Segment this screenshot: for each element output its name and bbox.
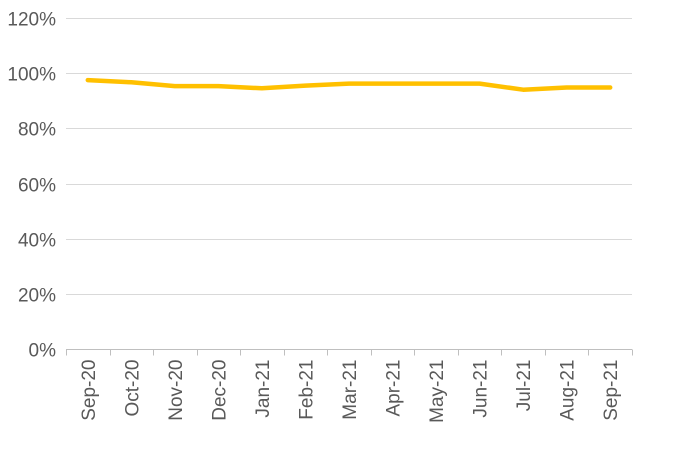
x-tick-label: Jul-21 <box>514 360 535 412</box>
x-tick-label: Dec-20 <box>209 360 230 421</box>
y-tick-label: 20% <box>18 286 56 307</box>
y-tick-label: 80% <box>18 120 56 141</box>
x-tick-label: Sep-21 <box>601 360 622 421</box>
y-tick-label: 120% <box>7 10 56 31</box>
y-tick-label: 60% <box>18 176 56 197</box>
x-tick-label: May-21 <box>427 360 448 423</box>
x-tick-label: Aug-21 <box>558 360 579 421</box>
x-tick-label: Apr-21 <box>384 360 405 417</box>
series-layer <box>85 77 613 92</box>
x-axis-tick-labels: Sep-20 Oct-20 Nov-20 Dec-20 Jan-21 Feb-21 Mar-… <box>79 360 622 423</box>
y-tick-label: 0% <box>29 341 57 362</box>
y-tick-label: 100% <box>7 65 56 86</box>
gridlines <box>66 18 632 295</box>
y-axis-tick-labels: 0% 20% 40% 60% 80% 100% 120% <box>7 10 56 362</box>
series-line <box>85 77 613 92</box>
x-tick-label: Jan-21 <box>253 360 274 418</box>
x-tick-label: Nov-20 <box>166 360 187 421</box>
x-axis <box>66 349 633 356</box>
y-tick-label: 40% <box>18 231 56 252</box>
x-tick-label: Mar-21 <box>340 360 361 420</box>
x-tick-label: Jun-21 <box>471 360 492 418</box>
x-tick-label: Feb-21 <box>296 360 317 420</box>
x-tick-label: Sep-20 <box>79 360 100 421</box>
x-tick-label: Oct-20 <box>122 360 143 417</box>
